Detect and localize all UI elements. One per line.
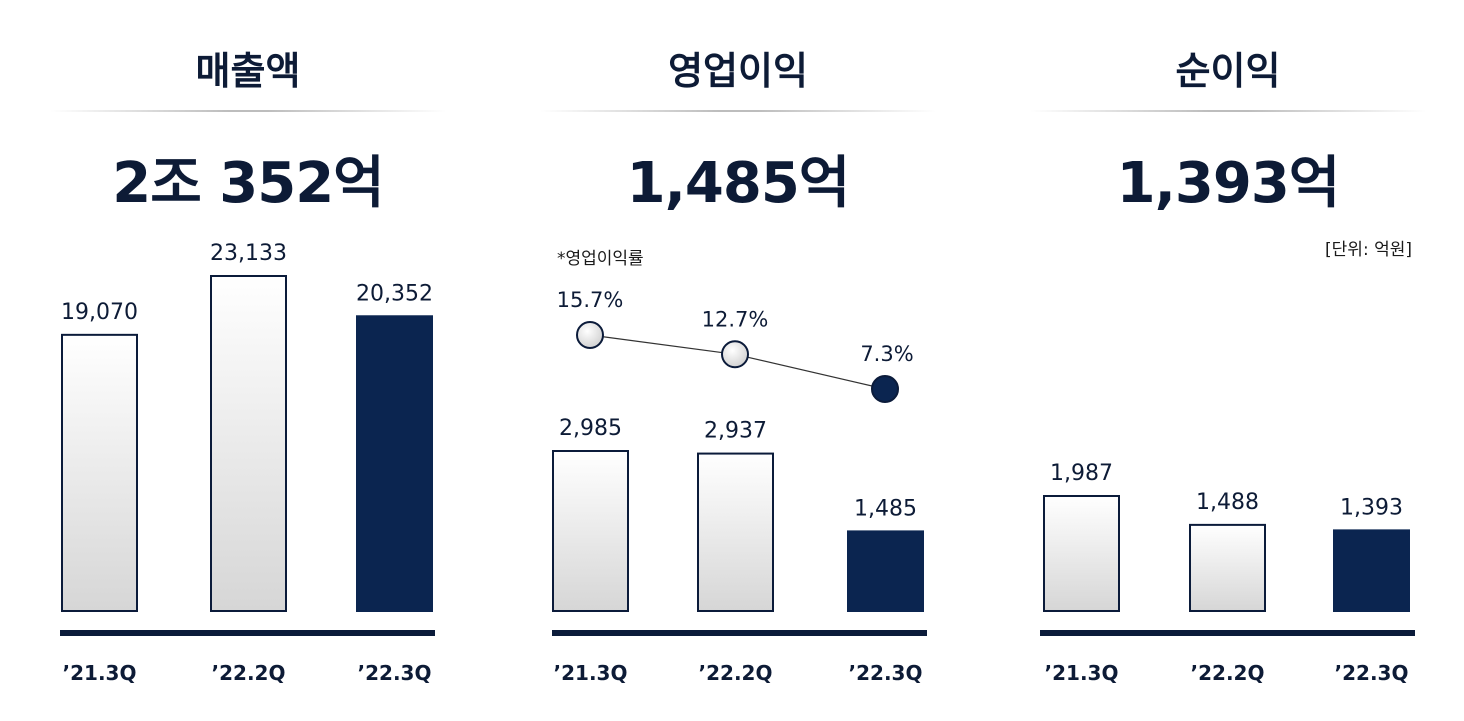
operating-margin-label-1: 15.7% [557,288,624,312]
net-income-chart: 1,987 ’21.3Q 1,488 ’22.2Q 1,393 ’22.3Q [1040,461,1415,685]
net-income-category-label-3: ’22.3Q [1335,661,1409,685]
operating-profit-value-label-2: 2,937 [704,419,767,444]
revenue-chart: 19,070 ’21.3Q 23,133 ’22.2Q 20,352 ’22.3Q [60,241,435,685]
operating-profit-headline: 1,485억 [626,151,851,216]
operating-margin-label-3: 7.3% [860,342,913,366]
operating-profit-axis-line [552,630,927,636]
operating-profit-panel: 영업이익 1,485억 [540,0,936,721]
operating-profit-divider [540,110,936,112]
revenue-value-label-3: 20,352 [356,281,433,306]
operating-profit-category-label-2: ’22.2Q [699,661,773,685]
operating-profit-bar-3 [847,530,924,613]
revenue-panel: 매출액 2조 352억 [50,0,446,721]
net-income-divider [1030,110,1426,112]
operating-margin-point-2 [721,340,749,369]
operating-profit-bar-1 [552,450,629,612]
revenue-title: 매출액 [195,49,301,93]
operating-margin-point-1 [576,321,604,349]
net-income-panel: 순이익 1,393억 [1030,0,1426,721]
net-income-bar-2 [1189,523,1266,613]
revenue-divider [50,110,446,112]
operating-profit-category-label-3: ’22.3Q [849,661,923,685]
revenue-bar-2 [210,275,287,612]
operating-profit-bar-2 [697,452,774,613]
revenue-axis-line [60,630,435,636]
net-income-bar-1 [1043,495,1120,612]
net-income-value-label-2: 1,488 [1196,490,1259,515]
operating-profit-category-label-1: ’21.3Q [554,661,628,685]
net-income-bar-3 [1333,529,1410,613]
operating-profit-value-label-1: 2,985 [559,416,622,441]
net-income-category-label-2: ’22.2Q [1191,661,1265,685]
net-income-value-label-3: 1,393 [1340,495,1403,520]
revenue-value-label-2: 23,133 [210,241,287,266]
revenue-category-label-1: ’21.3Q [63,661,137,685]
revenue-bar-3 [356,315,433,612]
operating-profit-title: 영업이익 [668,49,808,93]
revenue-bar-1 [61,333,138,612]
operating-profit-chart: 2,985 ’21.3Q 2,937 ’22.2Q 1,485 ’22.3Q 15.7% 12… [552,288,927,685]
revenue-value-label-1: 19,070 [61,300,138,325]
net-income-headline: 1,393억 [1116,151,1341,216]
unit-note: [단위: 억원] [1325,240,1412,260]
revenue-headline: 2조 352억 [112,151,384,216]
revenue-category-label-2: ’22.2Q [212,661,286,685]
operating-margin-label-2: 12.7% [702,307,769,331]
net-income-axis-line [1040,630,1415,636]
operating-profit-value-label-3: 1,485 [854,496,917,521]
revenue-category-label-3: ’22.3Q [358,661,432,685]
net-income-title: 순이익 [1175,49,1281,93]
net-income-category-label-1: ’21.3Q [1045,661,1119,685]
operating-margin-note: *영업이익률 [557,249,644,269]
net-income-value-label-1: 1,987 [1050,461,1113,486]
operating-margin-point-3 [871,375,899,403]
